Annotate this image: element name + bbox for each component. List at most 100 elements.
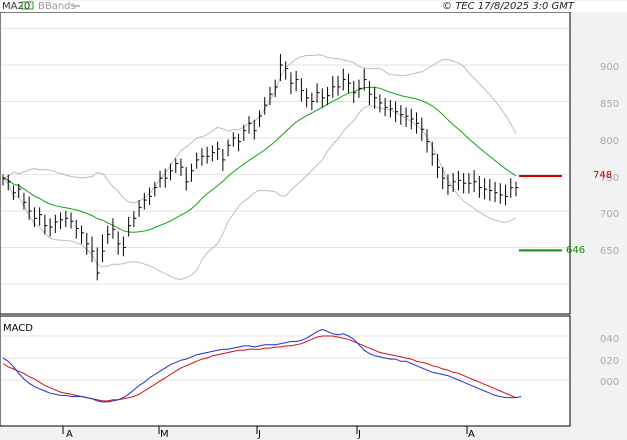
support-label: 646 [566,245,585,256]
macd-panel [0,315,571,427]
ohlc-bar [164,168,168,188]
price-tick-label: 900 [600,62,619,73]
ohlc-bar [510,178,514,198]
ohlc-bar [217,141,221,160]
ohlc-bar [154,181,158,197]
ohlc-bar [264,97,268,115]
ohlc-bar [259,110,262,128]
bbands-legend: BBands [38,1,76,12]
ohlc-bar [222,148,226,171]
macd-tick-label: 040 [600,334,619,345]
ohlc-bar [505,184,509,206]
ma20-line [2,86,517,233]
ohlc-bar [306,88,310,108]
ohlc-bar [337,75,341,96]
ohlc-bar [112,218,116,239]
ohlc-bar [170,163,174,181]
price-panel [0,11,571,315]
ohlc-bar [196,152,200,169]
ohlc-bar [180,158,184,176]
resistance-label: 748 [593,170,612,181]
price-grid [1,28,569,285]
ohlc-bar [75,219,79,239]
ohlc-bar [452,173,456,193]
ohlc-bar [426,129,430,153]
x-axis [62,426,468,434]
ohlc-bar [175,158,179,174]
ohlc-bar [54,214,58,233]
ohlc-bar [316,83,320,103]
ohlc-bar [494,181,498,203]
ohlc-bar [206,146,210,164]
ohlc-bar [243,124,247,141]
macd-layer [2,328,522,403]
levels-layer [519,174,562,252]
ohlc-bar [133,211,137,228]
ohlc-bar [447,174,451,195]
ohlc-bar [101,234,105,263]
ohlc-bar [49,218,53,237]
ohlc-bar [295,70,299,92]
ohlc-bar [81,225,85,244]
ohlc-bar [353,81,357,103]
ohlc-bar [117,231,121,255]
ohlc-bar [374,86,378,109]
macd-tick-label: 020 [600,356,619,367]
ohlc-layer [2,54,519,281]
ohlc-bar [143,192,147,210]
ohlc-bar [211,145,215,162]
ohlc-bar [416,112,420,134]
ohlc-bar [149,187,153,206]
ohlc-bar [478,175,482,198]
price-tick-label: 750 [600,173,619,184]
ohlc-bar [248,116,252,134]
ohlc-bar [332,75,336,98]
ohlc-bar [499,183,503,204]
ohlc-bar [60,212,64,230]
ohlc-bar [489,178,493,201]
ohlc-bar [7,174,11,191]
ma20-legend-swatch [21,1,34,10]
ohlc-bar [431,141,435,166]
ohlc-bar [410,108,414,130]
ohlc-bar [285,61,289,80]
ohlc-bar [368,81,372,106]
ohlc-bar [253,119,257,140]
ohlc-bar [86,232,90,255]
ohlc-bar [33,207,37,228]
ohlc-bar [70,212,74,229]
ohlc-bar [473,170,477,193]
ohlc-bar [400,105,404,125]
ohlc-bar [274,79,278,98]
ma20-legend: MA20 [2,1,30,12]
ohlc-bar [405,107,409,128]
ohlc-bar [128,216,132,237]
ohlc-bar [484,178,488,200]
ohlc-bar [300,78,304,102]
ohlc-bar [39,207,43,226]
x-tick-label: J [357,429,361,440]
ohlc-bar [190,163,194,182]
ohlc-bar [28,196,32,220]
ohlc-bar [138,200,142,217]
price-tick-label: 650 [600,246,619,257]
ohlc-bar [12,185,16,201]
x-tick-label: A [66,429,73,440]
ohlc-bar [238,133,242,152]
ma20-layer [2,86,517,233]
bbands-lower-line [2,105,517,280]
copyright-text: © TEC 17/8/2025 3:0 GMT [442,1,575,12]
ohlc-bar [227,139,231,157]
ohlc-bar [96,247,100,281]
x-tick-label: M [160,429,169,440]
header-background [0,1,627,12]
ohlc-bar [384,97,388,117]
ohlc-bar [290,72,294,95]
ohlc-bar [311,92,315,111]
ohlc-bar [347,73,351,93]
price-tick-label: 850 [600,99,619,110]
macd-tick-label: 000 [600,377,619,388]
x-tick-label: J [257,429,261,440]
ohlc-bar [269,86,273,106]
x-tick-label: A [468,429,475,440]
